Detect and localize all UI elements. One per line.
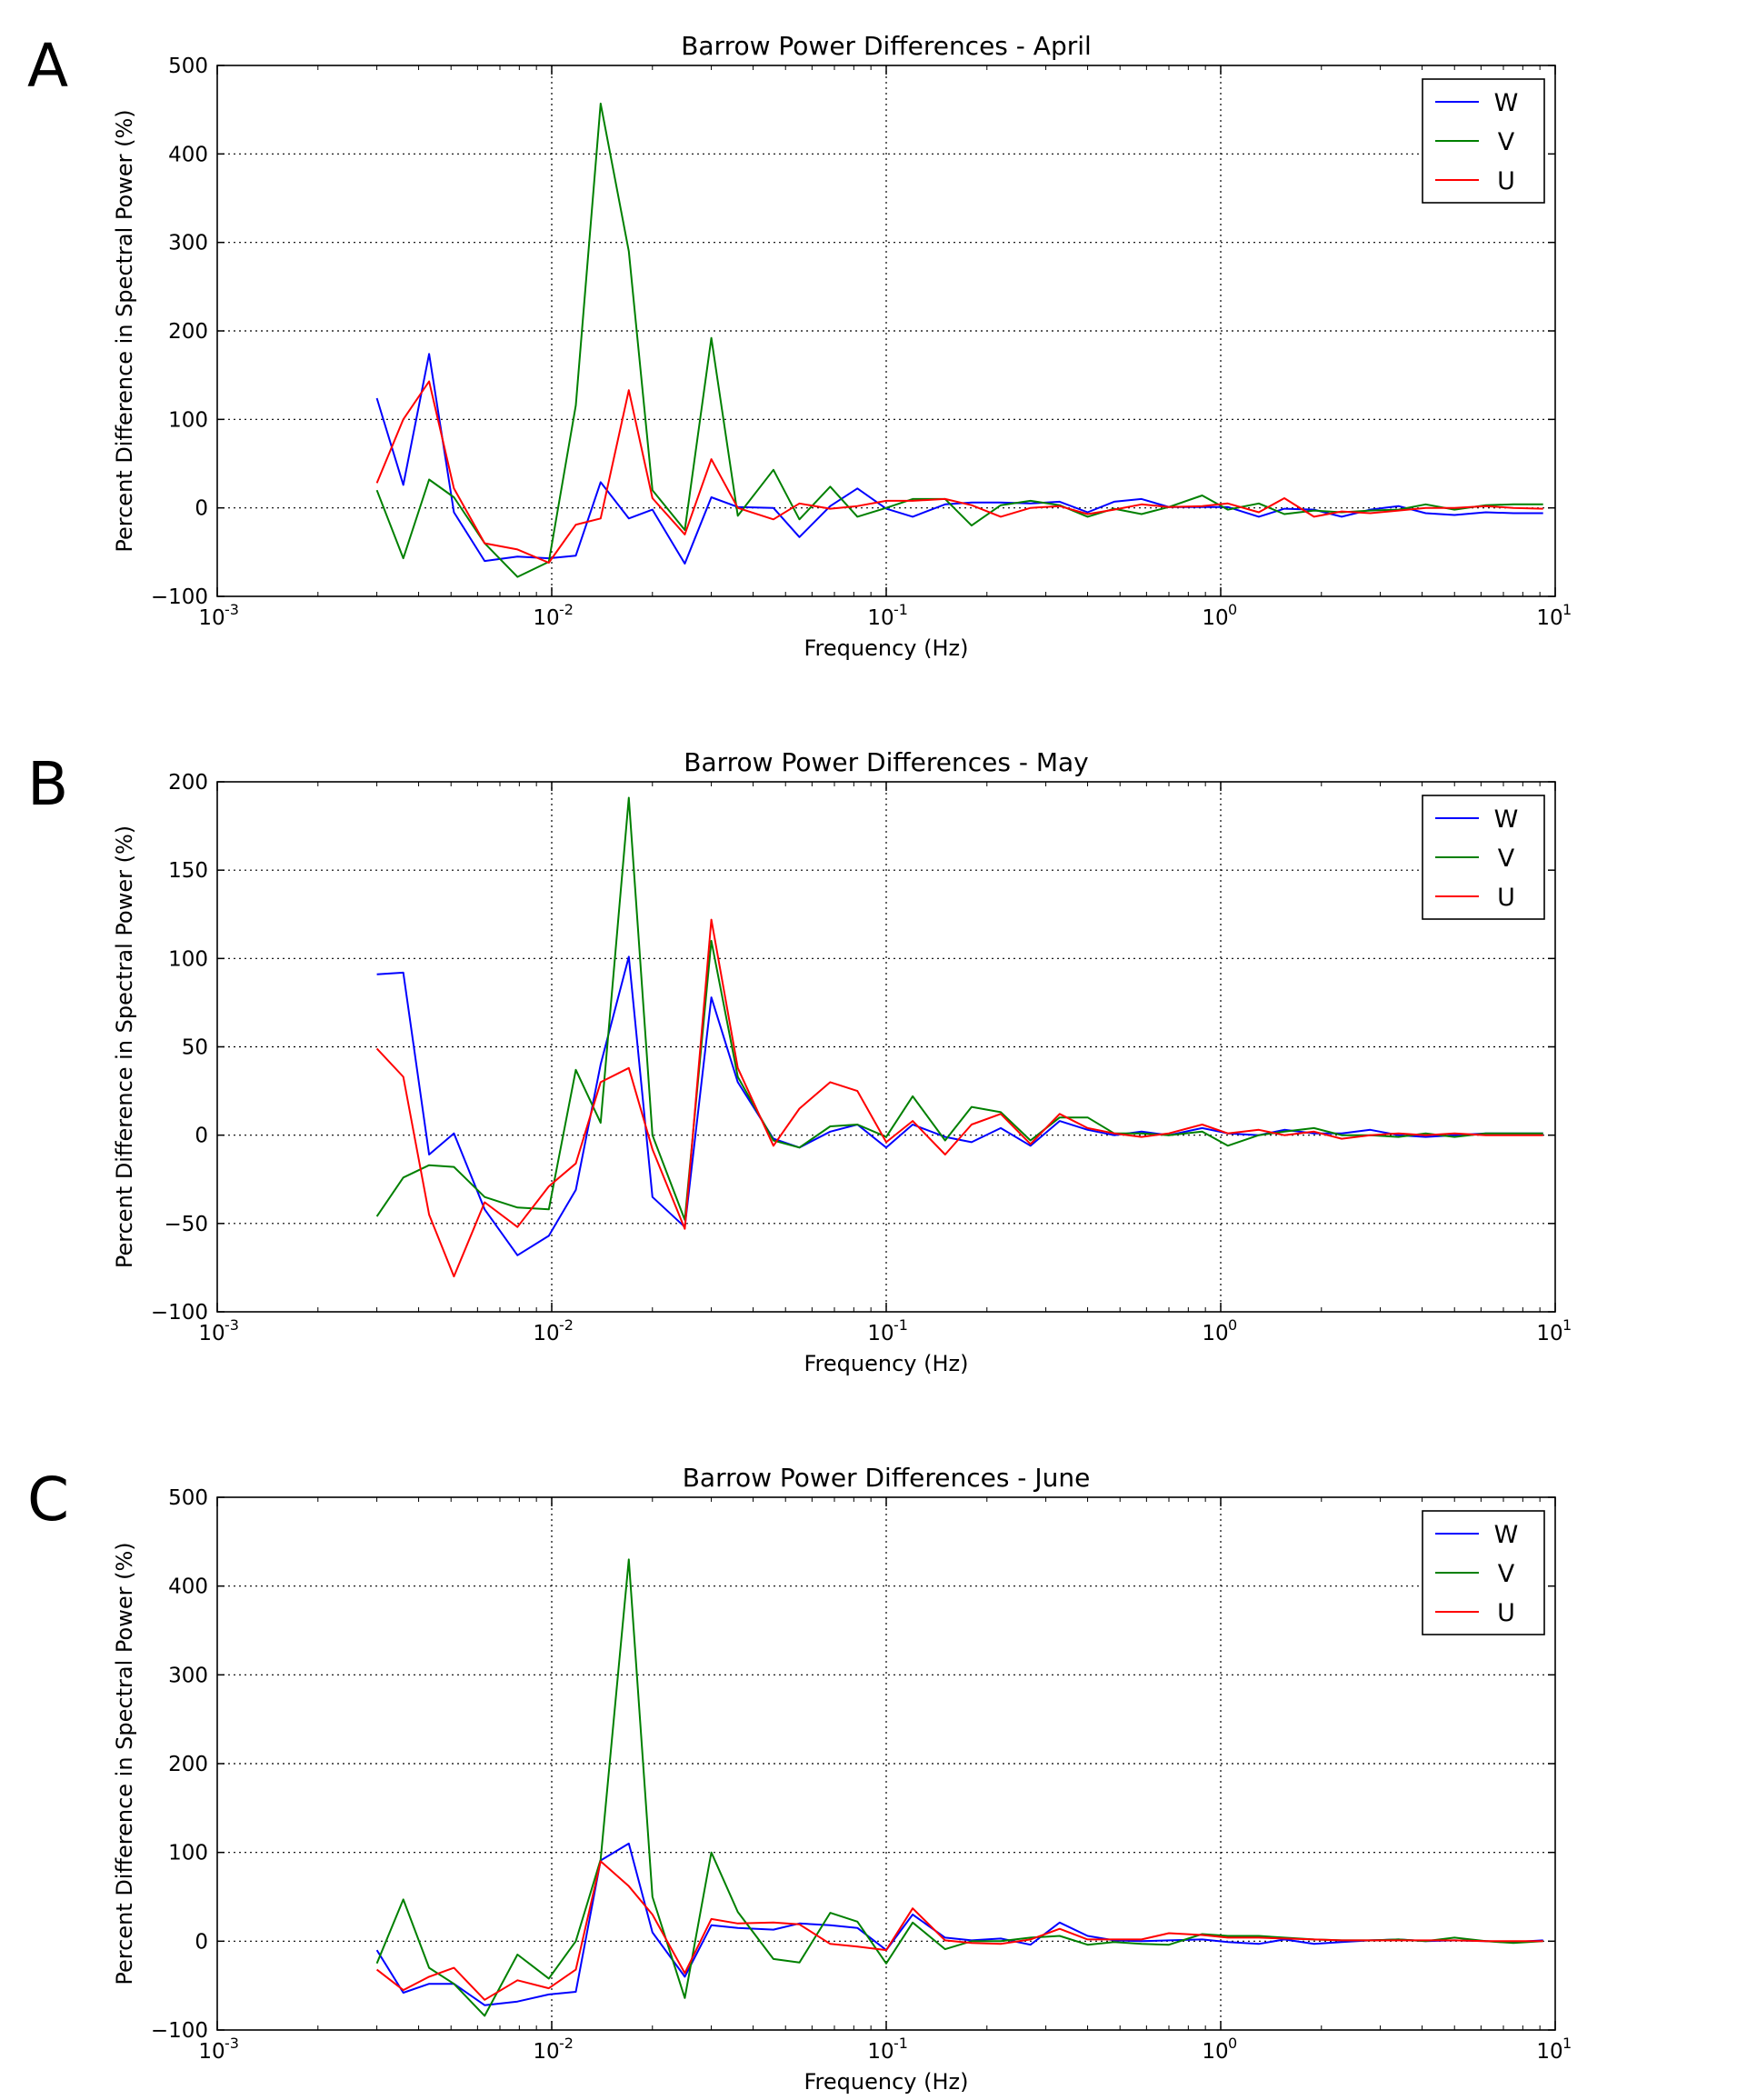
legend: WVU <box>1422 795 1545 920</box>
chart-panel-a: A Barrow Power Differences - April 500 400 3… <box>27 31 1572 661</box>
x-tick-label-base: 10 <box>198 2040 225 2064</box>
gridlines <box>217 782 1555 1312</box>
legend-label-w: W <box>1494 1521 1519 1549</box>
x-tick-label-base: 10 <box>1536 606 1562 630</box>
y-tick-label: 100 <box>168 408 208 432</box>
y-tick-label: 200 <box>168 771 208 795</box>
legend: WVU <box>1422 78 1545 204</box>
legend: WVU <box>1422 1510 1545 1635</box>
y-tick-label: −100 <box>151 585 208 609</box>
panel-label: B <box>27 749 68 819</box>
y-tick-label: 300 <box>168 1664 208 1687</box>
series-line-w <box>375 1842 1543 2006</box>
gridlines <box>217 1497 1555 2030</box>
legend-label-u: U <box>1497 1599 1515 1627</box>
x-axis-label: Frequency (Hz) <box>804 2069 969 2095</box>
legend-label-v: V <box>1498 845 1515 873</box>
y-tick-label: −50 <box>164 1213 208 1236</box>
y-tick-label: −100 <box>151 2019 208 2043</box>
x-tick-label-exponent: -3 <box>225 601 239 618</box>
legend-label-w: W <box>1494 805 1519 834</box>
y-tick-label: 500 <box>168 55 208 78</box>
x-tick-label-base: 10 <box>533 2040 559 2064</box>
series-line-u <box>375 1860 1543 2001</box>
x-tick-label-exponent: 0 <box>1228 1316 1237 1334</box>
x-tick-label-exponent: -3 <box>225 1316 239 1334</box>
x-tick-label-base: 10 <box>867 1322 893 1345</box>
series-line-u <box>375 918 1543 1278</box>
x-tick-label-base: 10 <box>533 1322 559 1345</box>
legend-label-v: V <box>1498 1560 1515 1588</box>
y-axis-label: Percent Difference in Spectral Power (%) <box>112 1542 137 1985</box>
y-axis-label: Percent Difference in Spectral Power (%) <box>112 109 137 552</box>
plot-frame <box>216 65 1556 597</box>
legend-label-u: U <box>1497 884 1515 912</box>
x-tick-label-exponent: -3 <box>225 2035 239 2052</box>
x-tick-label-base: 10 <box>1202 2040 1228 2064</box>
y-tick-label: 100 <box>168 947 208 971</box>
legend-label-u: U <box>1497 167 1515 195</box>
gridlines <box>217 65 1555 596</box>
y-tick-label: 100 <box>168 1842 208 1865</box>
x-tick-label-base: 10 <box>1536 1322 1562 1345</box>
x-tick-label-exponent: 1 <box>1562 2035 1572 2052</box>
chart-title: Barrow Power Differences - May <box>684 747 1089 777</box>
legend-label-v: V <box>1498 128 1515 156</box>
y-tick-label: 200 <box>168 320 208 344</box>
x-tick-label-exponent: -2 <box>559 601 574 618</box>
x-tick-label-base: 10 <box>867 606 893 630</box>
x-tick-label-base: 10 <box>1536 2040 1562 2064</box>
x-tick-label-base: 10 <box>1202 1322 1228 1345</box>
y-tick-label: 0 <box>195 497 208 521</box>
x-axis-label: Frequency (Hz) <box>804 635 969 661</box>
x-axis-label: Frequency (Hz) <box>804 1351 969 1376</box>
series-line-v <box>375 796 1543 1221</box>
x-tick-label-exponent: 1 <box>1562 601 1572 618</box>
x-tick-label-exponent: 0 <box>1228 601 1237 618</box>
chart-panel-c: C Barrow Power Differences - June 500 400 30… <box>27 1463 1572 2095</box>
y-tick-label: 150 <box>168 859 208 883</box>
y-tick-label: 0 <box>195 1930 208 1954</box>
series-line-u <box>375 380 1543 564</box>
x-tick-label-exponent: -2 <box>559 1316 574 1334</box>
series-line-w <box>375 353 1543 565</box>
y-tick-label: 500 <box>168 1486 208 1510</box>
y-tick-label: 400 <box>168 143 208 166</box>
x-tick-label-exponent: -1 <box>893 2035 908 2052</box>
panel-label: C <box>27 1465 69 1535</box>
x-tick-label-base: 10 <box>198 1322 225 1345</box>
y-tick-label: 50 <box>182 1036 208 1060</box>
y-tick-label: 0 <box>195 1125 208 1148</box>
x-tick-label-base: 10 <box>533 606 559 630</box>
x-tick-label-exponent: -1 <box>893 1316 908 1334</box>
x-tick-label-exponent: 0 <box>1228 2035 1237 2052</box>
panel-label: A <box>27 31 68 101</box>
legend-label-w: W <box>1494 89 1519 117</box>
y-tick-label: −100 <box>151 1301 208 1325</box>
chart-title: Barrow Power Differences - June <box>683 1463 1091 1493</box>
y-axis-label: Percent Difference in Spectral Power (%) <box>112 825 137 1268</box>
y-tick-label: 200 <box>168 1753 208 1776</box>
x-tick-label-base: 10 <box>1202 606 1228 630</box>
x-tick-label-base: 10 <box>867 2040 893 2064</box>
x-tick-label-exponent: -2 <box>559 2035 574 2052</box>
x-tick-label-base: 10 <box>198 606 225 630</box>
chart-title: Barrow Power Differences - April <box>681 31 1092 61</box>
x-tick-label-exponent: 1 <box>1562 1316 1572 1334</box>
plot-frame <box>216 781 1556 1313</box>
y-tick-label: 300 <box>168 232 208 255</box>
chart-panel-b: B Barrow Power Differences - May200150100… <box>27 747 1572 1376</box>
y-tick-label: 400 <box>168 1575 208 1599</box>
plot-frame <box>216 1496 1556 2031</box>
x-tick-label-exponent: -1 <box>893 601 908 618</box>
